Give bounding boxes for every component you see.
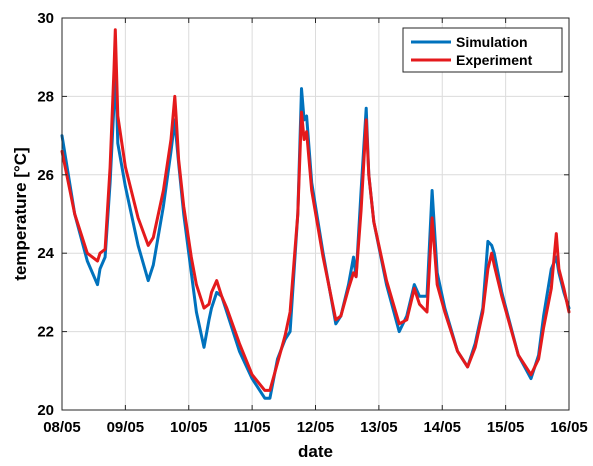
y-tick-label: 30 <box>37 10 54 27</box>
x-tick-label: 08/05 <box>43 419 81 436</box>
x-tick-label: 15/05 <box>487 419 525 436</box>
x-tick-label: 16/05 <box>550 419 588 436</box>
y-tick-label: 20 <box>37 402 54 419</box>
x-axis-label: date <box>298 442 333 461</box>
y-tick-label: 26 <box>37 167 54 184</box>
x-tick-labels: 08/05 09/05 10/05 11/05 12/05 13/05 14/05 15/05… <box>43 419 588 436</box>
x-tick-label: 10/05 <box>170 419 208 436</box>
x-tick-label: 13/05 <box>360 419 398 436</box>
y-axis-label: temperature [°C] <box>11 147 30 280</box>
x-tick-label: 14/05 <box>423 419 461 436</box>
legend-label-simulation: Simulation <box>456 34 528 50</box>
x-tick-label: 11/05 <box>234 419 271 436</box>
x-tick-label: 12/05 <box>297 419 335 436</box>
legend-label-experiment: Experiment <box>456 52 533 68</box>
y-tick-label: 22 <box>37 324 54 341</box>
y-tick-label: 28 <box>37 88 54 105</box>
x-tick-label: 09/05 <box>107 419 145 436</box>
y-tick-label: 24 <box>37 245 54 262</box>
legend: Simulation Experiment <box>403 28 562 72</box>
